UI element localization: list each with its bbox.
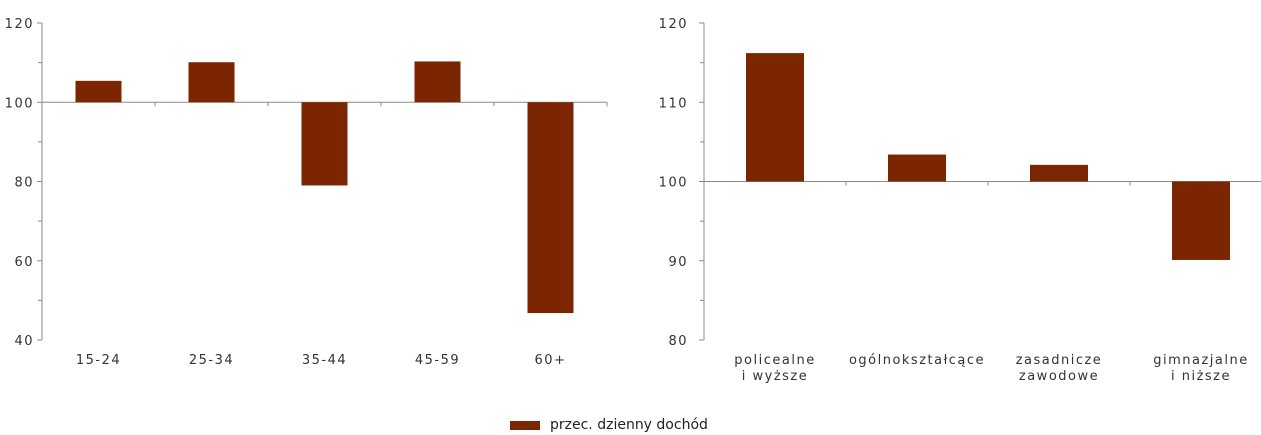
chart-1-category-label: 25-34	[189, 353, 234, 368]
chart-1-category-label: 60+	[535, 353, 567, 368]
chart-1-bar	[75, 80, 122, 103]
chart-2-y-tick-label: 120	[659, 17, 688, 32]
chart-2-y-tick-label: 80	[668, 334, 688, 349]
chart-2-bar	[1030, 164, 1088, 182]
chart-2-bar	[888, 154, 946, 182]
chart-1-bar	[527, 102, 574, 314]
chart-2-category-label: zasadnicze	[1016, 353, 1103, 368]
chart-2-category-label: i niższe	[1171, 369, 1231, 384]
legend-label: przec. dzienny dochód	[550, 417, 708, 433]
chart-2-bar	[1172, 181, 1230, 260]
chart-2-category-label: ogólnokształcące	[849, 353, 985, 368]
chart-1-category-label: 15-24	[76, 353, 121, 368]
chart-1-y-tick-label: 80	[14, 176, 34, 191]
chart-2-category-label: zawodowe	[1019, 369, 1099, 384]
legend: przec. dzienny dochód	[510, 416, 708, 434]
chart-2-y-tick-label: 90	[668, 255, 688, 270]
chart-1-bar	[188, 62, 235, 103]
chart-1-bar	[414, 61, 461, 103]
chart-1-bar	[301, 102, 348, 186]
chart-1-y-tick-label: 60	[14, 255, 34, 270]
chart-1-category-label: 45-59	[415, 353, 460, 368]
chart-2-y-tick-label: 100	[659, 176, 688, 191]
chart-1-y-tick-label: 100	[5, 96, 34, 111]
chart-2-category-label: i wyższe	[742, 369, 809, 384]
chart-1-category-label: 35-44	[302, 353, 347, 368]
chart-1-y-tick-label: 120	[5, 17, 34, 32]
chart-2-category-label: gimnazjalne	[1153, 353, 1248, 368]
chart-2-bar	[746, 53, 804, 182]
chart-1-y-tick-label: 40	[14, 334, 34, 349]
chart-2-category-label: policealne	[734, 353, 815, 368]
legend-swatch	[510, 420, 540, 430]
chart-2-y-tick-label: 110	[659, 96, 688, 111]
